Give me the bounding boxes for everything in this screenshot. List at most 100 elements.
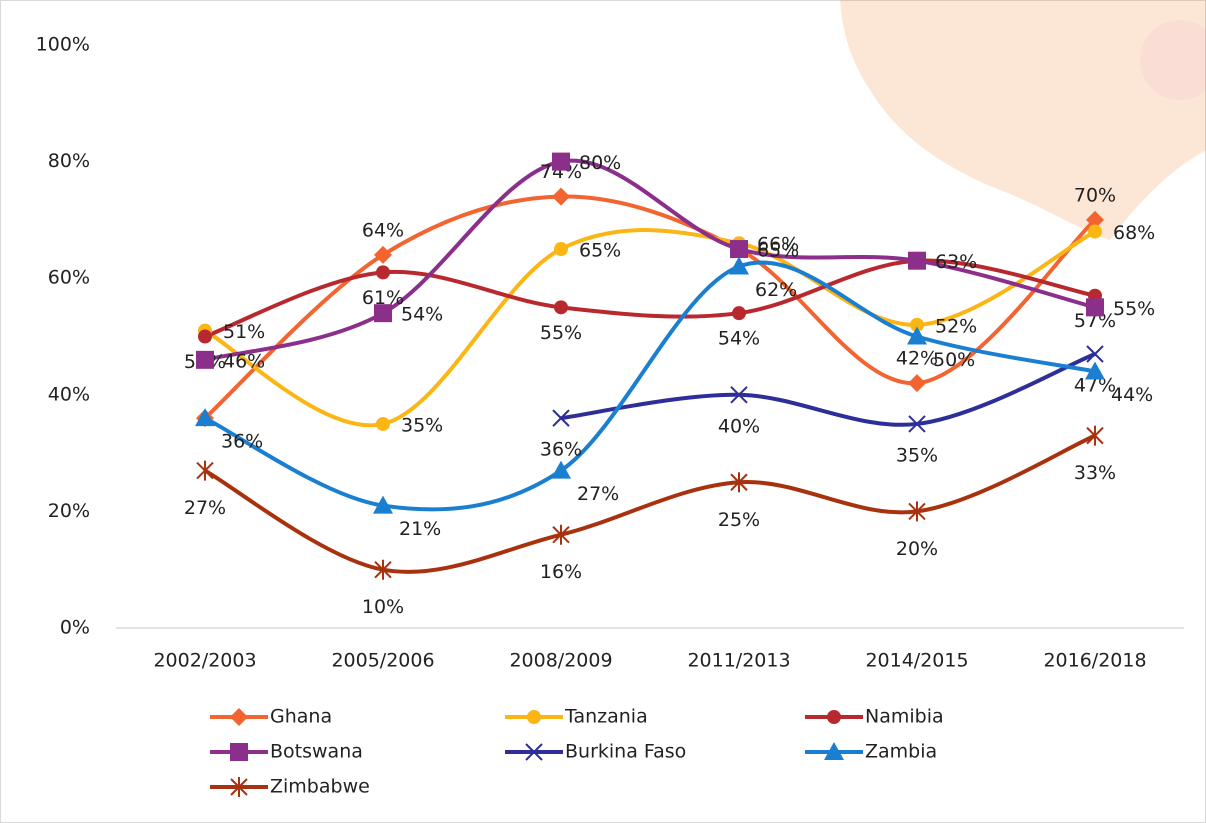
marker [1085,361,1105,380]
marker-shape [1086,298,1104,317]
marker-shape [374,559,392,580]
legend-label: Burkina Faso [565,741,686,763]
marker [730,472,748,493]
data-label: 74% [540,161,582,183]
marker [1086,298,1104,317]
data-label: 25% [718,509,760,531]
y-tick-label: 40% [48,383,90,405]
legend-label: Ghana [270,706,332,728]
marker-shape [1086,210,1104,229]
marker-shape [195,408,215,427]
marker [376,265,390,280]
data-label: 55% [540,322,582,344]
legend-item: Zambia [805,741,937,763]
data-label: 54% [718,328,760,350]
marker-shape [908,374,926,393]
legend-label: Zambia [865,741,937,763]
marker-shape [196,350,214,369]
y-tick-label: 100% [36,34,90,56]
marker [196,460,214,481]
data-label: 21% [399,518,441,540]
marker-shape [1085,361,1105,380]
marker [230,708,248,726]
data-label: 35% [401,414,443,436]
marker [827,710,841,724]
data-label: 42% [896,348,938,370]
data-label: 27% [184,497,226,519]
marker-shape [376,416,390,431]
marker [730,240,748,259]
marker-shape [1086,425,1104,446]
marker [198,329,212,344]
marker-shape [551,460,571,479]
marker-shape [1086,345,1104,363]
marker-shape [552,187,570,206]
series-line [204,258,1096,339]
marker [1086,425,1104,446]
marker-shape [910,317,924,332]
marker-shape [198,329,212,344]
series-line [204,228,1096,428]
marker [525,743,543,761]
data-label: 50% [933,349,975,371]
marker [908,415,926,433]
data-label: 64% [362,219,404,241]
marker [527,710,541,724]
marker [376,416,390,431]
data-label: 44% [1111,384,1153,406]
legend-item: Zimbabwe [210,776,370,798]
marker [908,251,926,270]
marker [908,501,926,522]
x-tick-label: 2002/2003 [153,650,256,672]
legend-label: Namibia [865,706,944,728]
marker-shape [732,306,746,321]
marker [729,256,749,275]
marker-shape [230,777,248,797]
marker [552,524,570,545]
data-label: 52% [935,315,977,337]
marker [230,743,248,761]
marker-shape [827,710,841,724]
marker [374,559,392,580]
marker-shape [907,326,927,345]
marker-shape [230,708,248,726]
marker-shape [230,743,248,761]
x-tick-label: 2005/2006 [331,650,434,672]
marker [732,306,746,321]
marker [374,245,392,264]
marker-shape [729,256,749,275]
x-tick-label: 2008/2009 [509,650,612,672]
marker-shape [552,524,570,545]
marker-shape [908,415,926,433]
data-label: 55% [1113,298,1155,320]
marker-shape [824,742,844,760]
marker [1088,224,1102,239]
legend-item: Namibia [805,706,944,728]
marker [730,386,748,404]
data-label: 61% [362,287,404,309]
x-tick-label: 2016/2018 [1043,650,1146,672]
marker-shape [908,501,926,522]
data-label: 68% [1113,222,1155,244]
marker [1086,345,1104,363]
marker-shape [374,304,392,323]
marker [196,350,214,369]
data-label: 65% [579,240,621,262]
marker-shape [525,743,543,761]
data-label: 27% [577,483,619,505]
marker-shape [552,152,570,171]
marker-shape [730,472,748,493]
data-label: 40% [718,415,760,437]
legend-label: Zimbabwe [270,776,370,798]
marker [824,742,844,760]
legend-item: Ghana [210,706,332,728]
series-line [204,260,1096,512]
marker-shape [730,240,748,259]
marker-shape [376,265,390,280]
data-label: 65% [757,240,799,262]
marker-shape [552,409,570,427]
y-tick-label: 60% [48,267,90,289]
legend-item: Botswana [210,741,363,763]
marker-shape [554,242,568,257]
